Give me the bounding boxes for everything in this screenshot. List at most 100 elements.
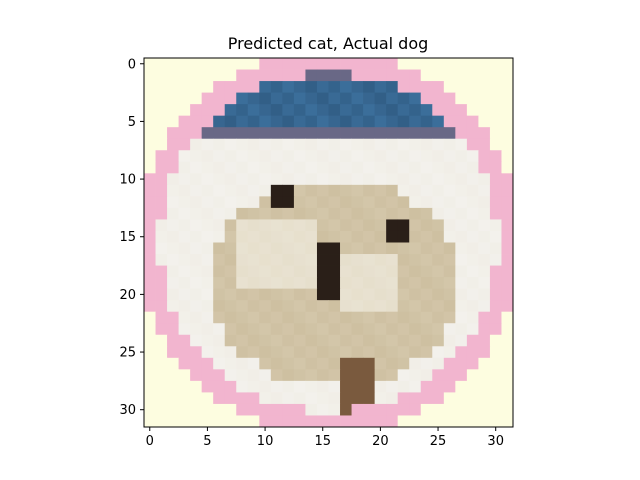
- image-pixel: [293, 334, 306, 347]
- image-pixel: [167, 127, 179, 140]
- image-pixel: [201, 69, 214, 82]
- image-pixel: [224, 104, 237, 117]
- image-pixel: [443, 288, 456, 301]
- image-pixel: [466, 69, 479, 82]
- image-pixel: [443, 380, 456, 393]
- image-pixel: [363, 161, 376, 174]
- image-pixel: [155, 415, 168, 428]
- image-pixel: [155, 196, 168, 209]
- image-pixel: [144, 323, 156, 336]
- image-pixel: [489, 138, 502, 151]
- image-pixel: [316, 173, 329, 186]
- image-pixel: [386, 334, 399, 347]
- image-pixel: [282, 219, 295, 232]
- image-pixel: [397, 265, 410, 278]
- image-pixel: [201, 392, 214, 405]
- image-pixel: [247, 300, 260, 313]
- image-pixel: [236, 403, 249, 416]
- image-pixel: [293, 300, 306, 313]
- image-pixel: [432, 104, 445, 117]
- image-pixel: [270, 357, 283, 370]
- image-pixel: [236, 242, 249, 255]
- image-pixel: [420, 311, 433, 324]
- image-pixel: [443, 219, 456, 232]
- image-pixel: [478, 300, 491, 313]
- image-pixel: [374, 219, 387, 232]
- image-pixel: [489, 346, 502, 359]
- image-pixel: [224, 369, 237, 382]
- image-pixel: [213, 323, 226, 336]
- image-pixel: [155, 230, 168, 243]
- image-pixel: [305, 277, 318, 290]
- image-pixel: [340, 173, 352, 186]
- image-pixel: [420, 58, 433, 70]
- image-pixel: [316, 150, 329, 163]
- image-pixel: [213, 207, 226, 220]
- image-pixel: [236, 115, 249, 128]
- image-pixel: [409, 300, 422, 313]
- image-pixel: [259, 150, 272, 163]
- image-pixel: [259, 173, 272, 186]
- image-pixel: [397, 380, 410, 393]
- image-pixel: [316, 323, 329, 336]
- image-pixel: [305, 369, 318, 382]
- image-pixel: [455, 403, 468, 416]
- image-pixel: [363, 300, 376, 313]
- image-pixel: [213, 357, 226, 370]
- image-pixel: [466, 392, 479, 405]
- image-pixel: [443, 104, 456, 117]
- image-pixel: [201, 127, 214, 140]
- image-pixel: [397, 323, 410, 336]
- image-pixel: [374, 207, 387, 220]
- image-pixel: [466, 415, 479, 428]
- image-pixel: [224, 58, 237, 70]
- image-pixel: [466, 323, 479, 336]
- image-pixel: [328, 288, 341, 301]
- image-pixel: [167, 392, 179, 405]
- image-pixel: [501, 288, 514, 301]
- image-pixel: [466, 242, 479, 255]
- image-pixel: [178, 311, 191, 324]
- image-pixel: [443, 357, 456, 370]
- image-pixel: [374, 92, 387, 105]
- image-pixel: [478, 265, 491, 278]
- image-pixel: [351, 254, 364, 266]
- image-pixel: [293, 115, 306, 128]
- image-pixel: [432, 230, 445, 243]
- image-pixel: [224, 334, 237, 347]
- image-pixel: [282, 380, 295, 393]
- image-pixel: [363, 138, 376, 151]
- image-pixel: [489, 184, 502, 197]
- image-pixel: [501, 150, 514, 163]
- image-pixel: [489, 92, 502, 105]
- image-pixel: [305, 173, 318, 186]
- image-pixel: [236, 184, 249, 197]
- image-pixel: [363, 150, 376, 163]
- image-pixel: [270, 265, 283, 278]
- image-pixel: [247, 69, 260, 82]
- image-pixel: [167, 104, 179, 117]
- image-pixel: [489, 69, 502, 82]
- image-pixel: [478, 127, 491, 140]
- image-pixel: [305, 334, 318, 347]
- image-pixel: [409, 138, 422, 151]
- image-pixel: [178, 104, 191, 117]
- image-pixel: [224, 415, 237, 428]
- image-pixel: [224, 392, 237, 405]
- image-pixel: [201, 254, 214, 266]
- image-pixel: [478, 380, 491, 393]
- image-pixel: [328, 115, 341, 128]
- image-pixel: [155, 219, 168, 232]
- image-pixel: [247, 58, 260, 70]
- image-pixel: [328, 92, 341, 105]
- image-pixel: [190, 69, 203, 82]
- image-pixel: [455, 300, 468, 313]
- image-pixel: [144, 392, 156, 405]
- image-pixel: [443, 277, 456, 290]
- image-pixel: [155, 115, 168, 128]
- image-pixel: [259, 219, 272, 232]
- y-tick-label: 15: [119, 230, 136, 245]
- image-pixel: [466, 369, 479, 382]
- image-pixel: [351, 58, 364, 70]
- image-pixel: [363, 196, 376, 209]
